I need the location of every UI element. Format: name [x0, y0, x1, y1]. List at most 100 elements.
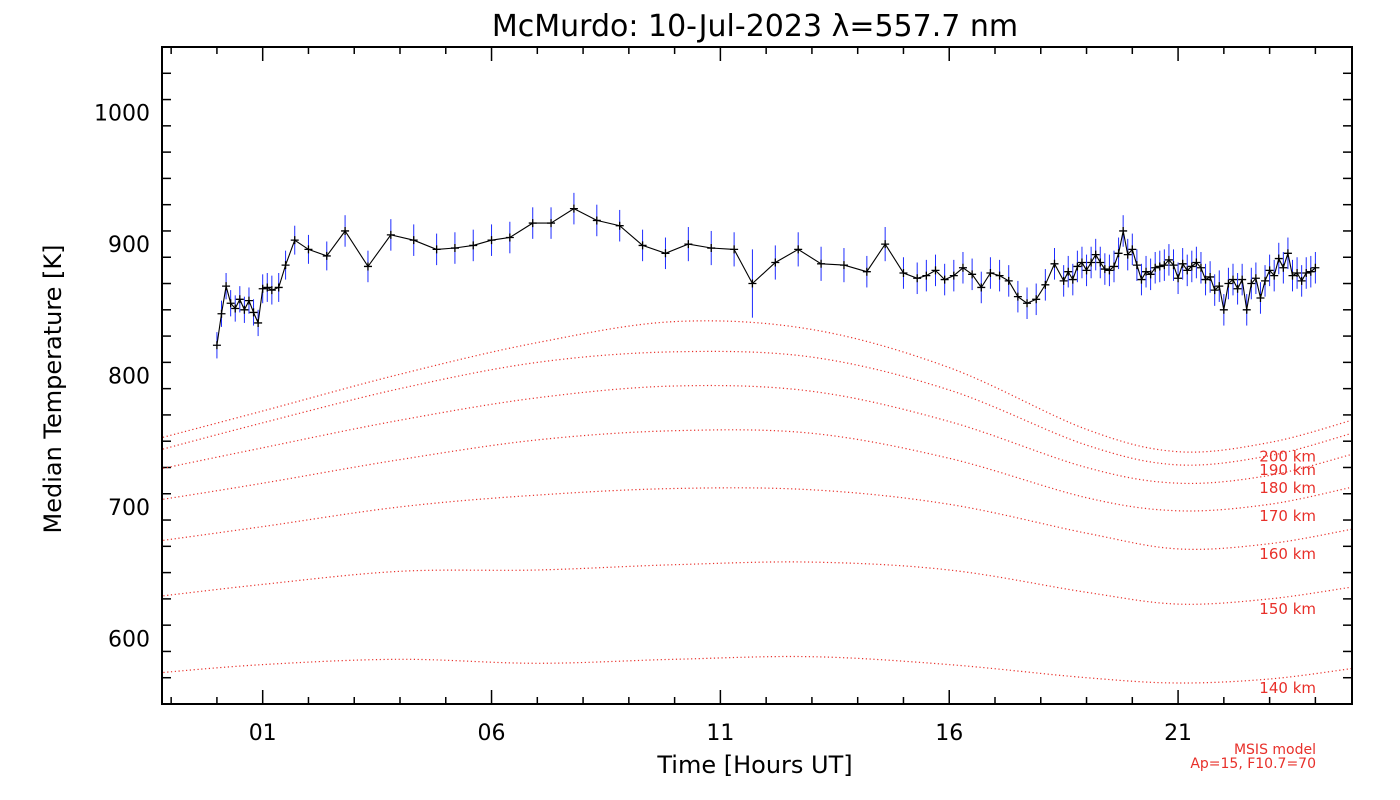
data-point — [1270, 271, 1279, 280]
data-point — [1013, 292, 1022, 301]
data-point — [263, 283, 272, 292]
x-tick-label: 06 — [478, 721, 506, 746]
altitude-label: 150 km — [1259, 600, 1316, 618]
data-point — [862, 267, 871, 276]
altitude-label: 160 km — [1259, 545, 1316, 563]
altitude-label: 170 km — [1259, 507, 1316, 525]
msis-model-line — [163, 350, 1351, 466]
data-point — [1274, 254, 1283, 263]
data-point — [569, 204, 578, 213]
x-tick-label: 21 — [1164, 721, 1192, 746]
chart-title: McMurdo: 10-Jul-2023 λ=557.7 nm — [492, 9, 1018, 44]
data-point — [1137, 275, 1146, 284]
data-point — [304, 245, 313, 254]
data-point — [432, 245, 441, 254]
data-point — [1302, 269, 1311, 278]
data-point — [730, 245, 739, 254]
data-point — [1059, 276, 1068, 285]
data-point — [968, 270, 977, 279]
data-point — [958, 263, 967, 272]
data-point — [212, 341, 221, 350]
data-point — [1087, 258, 1096, 267]
data-point — [1032, 295, 1041, 304]
data-point — [487, 236, 496, 245]
data-point — [231, 304, 240, 313]
data-point — [817, 259, 826, 268]
data-point — [222, 282, 231, 291]
data-point — [1288, 271, 1297, 280]
msis-model-line — [163, 384, 1351, 485]
data-point — [1164, 255, 1173, 264]
data-point — [1110, 262, 1118, 271]
data-point — [267, 286, 276, 295]
data-point — [450, 244, 459, 253]
data-point — [1100, 265, 1109, 274]
data-point — [977, 283, 986, 292]
data-point — [1206, 272, 1215, 281]
msis-model-line — [163, 487, 1351, 550]
data-point — [1297, 276, 1306, 285]
data-point — [1004, 276, 1013, 285]
data-point — [1064, 267, 1073, 276]
data-point — [839, 261, 848, 270]
data-point — [1041, 280, 1050, 289]
data-point — [684, 240, 693, 249]
data-point — [899, 269, 908, 278]
data-point — [1279, 263, 1288, 272]
data-point — [1311, 263, 1320, 272]
data-point — [592, 216, 601, 225]
data-point — [1242, 305, 1251, 314]
data-point — [1023, 299, 1032, 308]
data-point — [322, 251, 331, 260]
data-point — [1224, 279, 1233, 288]
data-point — [1229, 275, 1237, 284]
data-point — [528, 219, 537, 228]
x-axis-label: Time [Hours UT] — [656, 751, 852, 779]
data-point — [748, 279, 757, 288]
data-point — [386, 230, 395, 239]
data-point — [1251, 274, 1260, 283]
data-point — [1178, 259, 1187, 268]
data-point — [290, 236, 299, 245]
msis-model-line — [163, 561, 1351, 605]
data-point — [1105, 266, 1114, 275]
data-point — [1219, 305, 1228, 314]
data-point — [1169, 261, 1178, 270]
msis-model-line — [163, 429, 1351, 512]
data-point — [940, 275, 949, 284]
data-point — [547, 219, 556, 228]
data-point — [341, 226, 350, 235]
altitude-label: 200 km — [1259, 448, 1316, 466]
data-point — [281, 261, 290, 270]
x-tick-label: 16 — [935, 721, 963, 746]
data-point — [1210, 286, 1219, 295]
data-point — [1247, 279, 1256, 288]
data-point — [794, 245, 803, 254]
data-point — [1256, 293, 1265, 302]
data-point — [1068, 275, 1077, 284]
data-point — [1096, 258, 1105, 267]
data-point — [1306, 267, 1315, 276]
data-point — [1123, 250, 1132, 259]
data-point — [244, 296, 253, 305]
data-point — [1160, 261, 1169, 270]
data-point — [1119, 226, 1128, 235]
x-tick-label: 11 — [706, 721, 734, 746]
data-point — [226, 299, 235, 308]
data-point — [505, 233, 514, 242]
data-point — [1192, 258, 1201, 267]
data-point — [1128, 245, 1137, 254]
data-point — [1132, 261, 1141, 270]
data-point — [1233, 284, 1242, 293]
data-point — [615, 221, 624, 230]
data-point — [1151, 263, 1160, 272]
data-point — [1261, 276, 1270, 285]
data-point — [240, 305, 249, 314]
y-tick-label: 1000 — [94, 102, 150, 127]
data-point — [1293, 269, 1302, 278]
y-tick-label: 800 — [108, 365, 150, 390]
data-point — [661, 249, 670, 258]
data-point — [913, 274, 922, 283]
